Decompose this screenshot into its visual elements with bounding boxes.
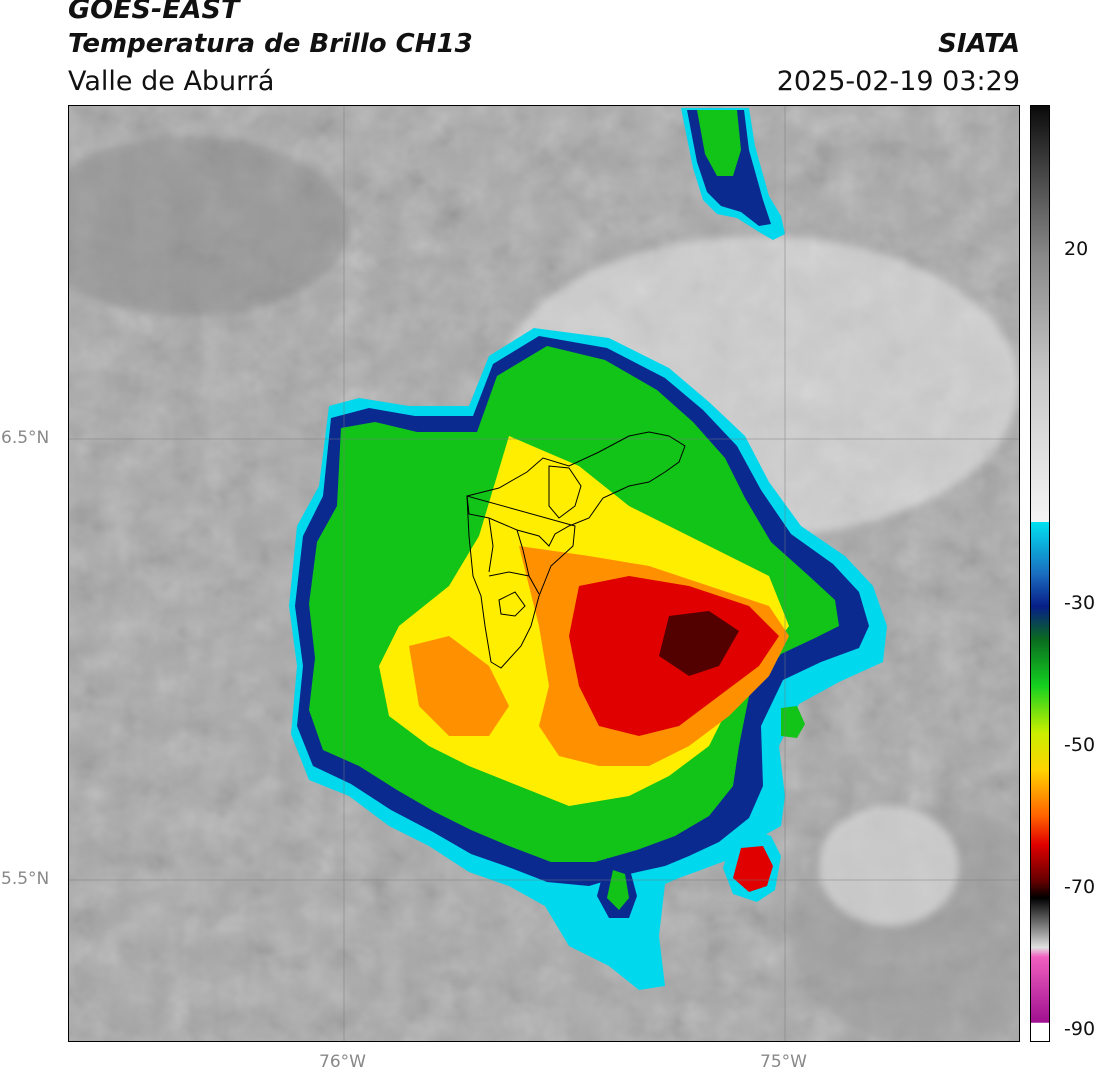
satellite-map[interactable]: 6.5°N 5.5°N 76°W 75°W (1, 105, 1020, 1072)
region-label: Valle de Aburrá (68, 66, 275, 97)
valle-de-aburra-boundaries (466, 431, 686, 669)
timestamp-label: 2025-02-19 03:29 (776, 66, 1020, 97)
lon-label-76w: 76°W (319, 1052, 366, 1072)
colorbar-tick-minus90: -90 (1064, 1018, 1094, 1040)
colorbar-tick-20: 20 (1064, 238, 1089, 260)
lat-label-5-5: 5.5°N (1, 869, 50, 889)
gridlines (69, 106, 1019, 1041)
product-title: Temperatura de Brillo CH13 (68, 29, 473, 59)
colorbar-tick-minus50: -50 (1064, 734, 1094, 756)
colorbar-tick-minus70: -70 (1064, 876, 1094, 898)
satellite-title: GOES-EAST (68, 0, 240, 25)
colorbar (1030, 105, 1050, 1042)
storm-cloud-main (289, 328, 887, 990)
lat-label-6-5: 6.5°N (1, 428, 50, 448)
storm-cloud-north (681, 108, 785, 240)
colorbar-tick-minus30: -30 (1064, 592, 1094, 614)
lon-label-75w: 75°W (760, 1052, 807, 1072)
organization-label: SIATA (938, 29, 1020, 59)
